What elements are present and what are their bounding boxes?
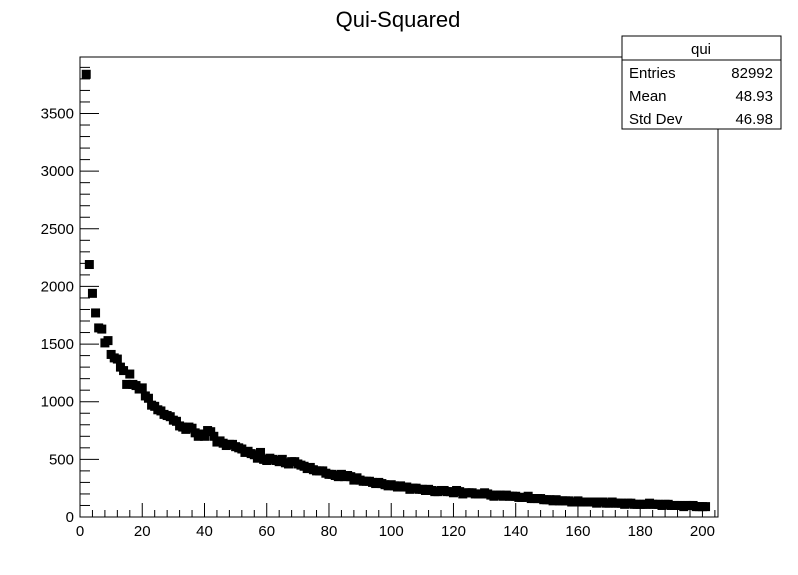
stats-entries-value: 82992	[731, 65, 773, 82]
y-tick-label: 1500	[41, 336, 74, 353]
data-point	[187, 423, 197, 433]
data-point	[91, 308, 101, 318]
stats-mean-value: 48.93	[735, 88, 773, 105]
x-tick-label: 140	[503, 523, 528, 540]
data-points	[81, 69, 711, 512]
y-tick-label: 2500	[41, 221, 74, 238]
x-tick-label: 200	[690, 523, 715, 540]
stats-entries-label: Entries	[629, 65, 676, 82]
stats-box-frame	[621, 35, 782, 130]
y-tick-label: 2000	[41, 278, 74, 295]
data-point	[252, 453, 262, 463]
data-point	[143, 393, 153, 403]
data-point	[256, 447, 266, 457]
axes: 0 20 40 60 80 100 120 140 160 180 2000500100015002…	[41, 66, 716, 540]
data-point	[87, 288, 97, 298]
data-point	[84, 260, 94, 270]
data-point	[119, 366, 129, 376]
y-tick-label: 3500	[41, 105, 74, 122]
data-point	[171, 416, 181, 426]
data-point	[122, 379, 132, 389]
data-point	[137, 383, 147, 393]
x-tick-label: 100	[379, 523, 404, 540]
y-tick-label: 500	[49, 451, 74, 468]
data-point	[81, 69, 91, 79]
chart-title: Qui-Squared	[336, 7, 461, 32]
data-point	[209, 431, 219, 441]
y-tick-label: 1000	[41, 394, 74, 411]
x-tick-label: 60	[258, 523, 275, 540]
x-tick-label: 80	[321, 523, 338, 540]
stats-box-title: qui	[691, 41, 711, 58]
y-tick-label: 0	[66, 509, 74, 526]
data-point	[103, 336, 113, 346]
x-tick-label: 20	[134, 523, 151, 540]
x-tick-label: 40	[196, 523, 213, 540]
plot-frame	[79, 56, 719, 518]
y-tick-label: 3000	[41, 163, 74, 180]
stats-stddev-value: 46.98	[735, 111, 773, 128]
stats-stddev-label: Std Dev	[629, 111, 683, 128]
data-point	[701, 502, 711, 512]
x-tick-label: 120	[441, 523, 466, 540]
data-point	[112, 354, 122, 364]
x-tick-label: 180	[628, 523, 653, 540]
data-point	[125, 369, 135, 379]
x-tick-label: 0	[76, 523, 84, 540]
stats-box: qui Entries 82992 Mean 48.93 Std Dev 46.…	[621, 35, 782, 130]
data-point	[206, 427, 216, 437]
stats-mean-label: Mean	[629, 88, 667, 105]
data-point	[97, 324, 107, 334]
x-tick-label: 160	[565, 523, 590, 540]
data-point	[199, 431, 209, 441]
